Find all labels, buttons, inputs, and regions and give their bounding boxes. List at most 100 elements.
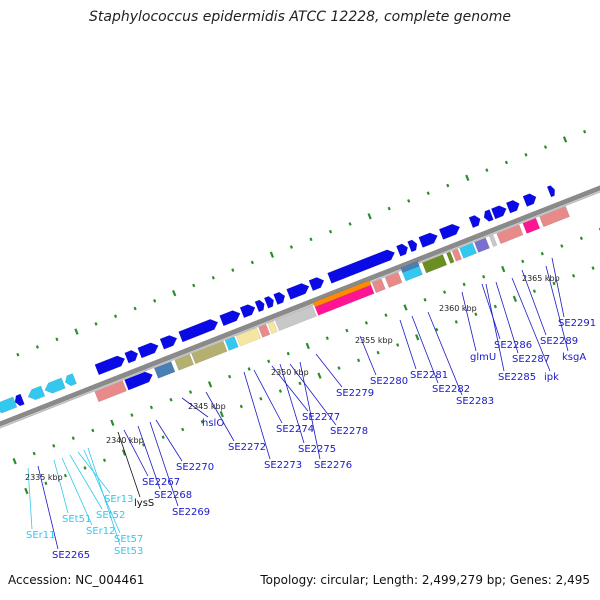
gene-feature [191, 340, 228, 365]
leader-line [149, 421, 179, 507]
tick-mark [426, 191, 430, 196]
leader-line [315, 353, 343, 388]
gene-label: SE2269 [172, 507, 210, 518]
gene-feature [94, 355, 126, 376]
tick-mark [207, 381, 213, 388]
leader-line [495, 281, 519, 354]
gene-block [384, 271, 403, 288]
gene-block [94, 355, 126, 376]
gene-block [258, 323, 271, 338]
tick-mark [35, 345, 39, 349]
scale-label: 2345 kbp [188, 402, 226, 411]
gene-label: SEt53 [114, 546, 143, 557]
gene-block [327, 249, 396, 284]
gene-feature [418, 232, 438, 248]
tick-mark [130, 413, 134, 417]
gene-label: SE2285 [498, 372, 536, 383]
gene-feature [421, 254, 448, 274]
backbone-shade [0, 190, 600, 429]
gene-label: SEt52 [96, 510, 125, 521]
gene-feature [267, 320, 278, 335]
gene-label: SEt57 [114, 534, 143, 545]
gene-feature [505, 199, 520, 214]
gene-label: SE2268 [154, 490, 192, 501]
gene-feature [468, 215, 481, 229]
gene-feature [286, 283, 310, 300]
tick-mark [521, 259, 525, 264]
leader-line [117, 431, 141, 498]
tick-mark [407, 199, 411, 203]
tick-mark [571, 273, 576, 278]
tick-mark [325, 336, 329, 341]
scale-labels: 2335 kbp 2340 kbp 2345 kbp 2350 kbp 2355 kbp… [25, 274, 560, 482]
gene-feature [224, 336, 239, 351]
accession-text: Accession: NC_004461 [8, 573, 145, 587]
gene-feature [459, 242, 477, 259]
gene-label: SE2270 [176, 462, 214, 473]
tick-mark [462, 282, 466, 287]
leader-line [137, 425, 161, 490]
tick-mark [357, 358, 361, 363]
tick-mark [524, 152, 528, 157]
tick-mark [200, 420, 204, 424]
tick-mark [454, 320, 458, 324]
gene-feature [219, 310, 241, 327]
gene-block [371, 278, 386, 294]
scale-label: 2360 kbp [439, 304, 477, 313]
map-title: Staphylococcus epidermidis ATCC 12228, c… [88, 9, 511, 25]
tick-mark [63, 473, 68, 478]
gene-block [263, 295, 274, 309]
gene-feature [235, 327, 261, 347]
gene-block [219, 310, 241, 327]
gene-block [539, 206, 570, 228]
tick-mark [16, 352, 20, 357]
tick-mark [172, 289, 177, 297]
tick-mark [562, 136, 568, 143]
tick-mark [74, 328, 79, 335]
gene-label: hslO [202, 418, 224, 429]
leader-line [271, 365, 309, 412]
tick-mark [403, 304, 408, 311]
gene-feature [14, 393, 25, 407]
gene-feature [137, 342, 159, 359]
gene-feature [0, 396, 18, 414]
leader-line [181, 397, 209, 418]
tick-mark [91, 428, 95, 433]
tick-mark [231, 268, 235, 272]
gene-feature [274, 305, 317, 332]
gene-label: glmU [470, 352, 496, 363]
leader-line [511, 277, 551, 372]
tick-mark [153, 299, 157, 303]
gene-label: SE2291 [558, 318, 596, 329]
gene-block [0, 396, 18, 414]
tick-mark [367, 213, 372, 220]
gene-feature [239, 304, 256, 319]
gene-block [421, 254, 448, 274]
gene-block [64, 373, 77, 387]
tick-mark [560, 244, 564, 248]
gene-block [267, 320, 278, 335]
leader-line [481, 283, 501, 340]
gene-feature [438, 223, 461, 240]
tick-mark [317, 372, 322, 379]
gene-label: SE2281 [410, 370, 448, 381]
leader-line [37, 465, 59, 550]
gene-block [44, 377, 66, 394]
scale-label: 2355 kbp [355, 336, 393, 345]
gene-block [312, 280, 372, 308]
tick-mark [485, 168, 489, 172]
leader-line [485, 283, 505, 372]
gene-label: SE2279 [336, 388, 374, 399]
gene-block [522, 217, 541, 234]
tick-mark [102, 458, 107, 463]
gene-feature [400, 261, 420, 273]
tick-mark [579, 236, 583, 241]
tick-mark [133, 306, 137, 311]
leader-line [461, 291, 477, 352]
tick-mark [259, 396, 263, 401]
leader-line [299, 361, 321, 460]
gene-feature [254, 299, 265, 313]
label-leader-lines [27, 257, 569, 550]
gene-label: SE2276 [314, 460, 352, 471]
